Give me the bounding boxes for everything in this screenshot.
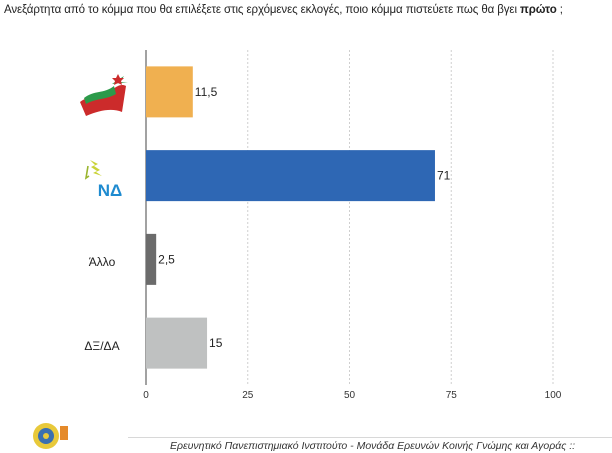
bar-chart: 11,5 71 2,5 15 0 25 50 75 100 ΝΔ Άλλο ΔΞ/ΔΑ	[80, 50, 562, 401]
footer-text: Ερευνητικό Πανεπιστημιακό Ινστιτούτο - Μ…	[170, 440, 576, 452]
bar-value-label: 71	[437, 169, 451, 183]
title-text: Ανεξάρτητα από το κόμμα που θα επιλέξετε…	[4, 4, 521, 16]
bar-value-label: 11,5	[195, 85, 218, 99]
category-label-dk-na: ΔΞ/ΔΑ	[84, 339, 119, 353]
x-tick-label: 75	[446, 390, 458, 401]
x-tick-labels: 0 25 50 75 100	[143, 390, 562, 401]
grid-lines	[247, 50, 554, 385]
title-emphasis: πρώτο	[520, 4, 557, 16]
university-logo-icon	[33, 423, 68, 449]
chart-title: Ανεξάρτητα από το κόμμα που θα επιλέξετε…	[4, 4, 610, 16]
bars	[146, 66, 435, 369]
bar-value-label: 2,5	[158, 252, 175, 266]
bar	[146, 233, 157, 285]
bar-value-label: 15	[209, 336, 223, 350]
value-labels: 11,5 71 2,5 15	[158, 85, 450, 350]
x-tick-label: 100	[545, 390, 562, 401]
bar	[146, 66, 193, 118]
title-suffix: ;	[556, 4, 563, 16]
x-tick-label: 50	[344, 390, 356, 401]
nd-logo-icon	[84, 160, 102, 180]
category-label-nd: ΝΔ	[98, 181, 123, 200]
x-tick-label: 25	[242, 390, 254, 401]
bar	[146, 150, 435, 202]
syriza-logo-icon	[80, 74, 128, 116]
footer-bar: Ερευνητικό Πανεπιστημιακό Ινστιτούτο - Μ…	[128, 437, 612, 453]
x-tick-label: 0	[143, 390, 149, 401]
bar	[146, 317, 208, 369]
category-label-allo: Άλλο	[89, 255, 116, 269]
